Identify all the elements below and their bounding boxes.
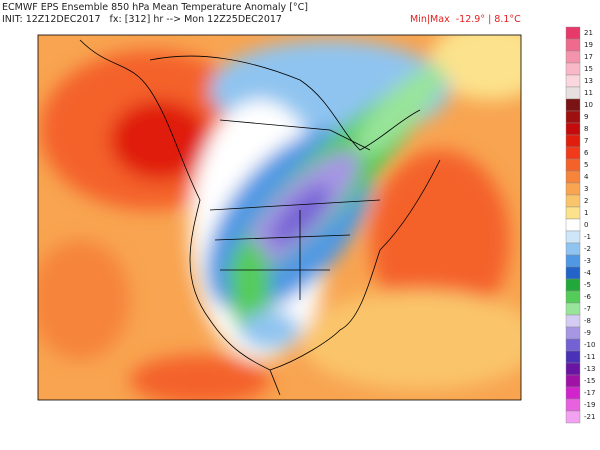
- legend-label: -19: [584, 401, 595, 409]
- legend-swatch: [565, 158, 581, 172]
- legend-label: -6: [584, 293, 592, 301]
- legend-label: -21: [584, 413, 595, 421]
- legend-swatch: [565, 326, 581, 340]
- init-info: INIT: 12Z12DEC2017 fx: [312] hr --> Mon …: [2, 14, 282, 25]
- legend-label: 4: [584, 173, 589, 181]
- coastlines: [79, 39, 441, 396]
- legend-label: 6: [584, 149, 589, 157]
- legend-label: -13: [584, 365, 595, 373]
- legend-label: -1: [584, 233, 591, 241]
- legend-swatch: [565, 170, 581, 184]
- legend-swatch: [565, 362, 581, 376]
- legend-swatch: [565, 218, 581, 232]
- legend-label: 3: [584, 185, 588, 193]
- legend-label: 10: [584, 101, 593, 109]
- legend-label: 13: [584, 77, 593, 85]
- map-title: ECMWF EPS Ensemble 850 hPa Mean Temperat…: [2, 2, 308, 13]
- legend-swatch: [565, 290, 581, 304]
- legend-label: 21: [584, 29, 593, 37]
- legend-label: 19: [584, 41, 593, 49]
- legend-swatch: [565, 26, 581, 40]
- legend-swatch: [565, 182, 581, 196]
- legend-label: 7: [584, 137, 588, 145]
- legend-label: 0: [584, 221, 588, 229]
- legend-swatch: [565, 86, 581, 100]
- legend-swatch: [565, 134, 581, 148]
- legend-label: -8: [584, 317, 591, 325]
- legend-swatch: [565, 314, 581, 328]
- legend-swatch: [565, 206, 581, 220]
- legend-swatch: [565, 122, 581, 136]
- legend-swatch: [565, 374, 581, 388]
- legend-swatch: [565, 194, 581, 208]
- legend-swatch: [565, 266, 581, 280]
- legend-swatch: [565, 98, 581, 112]
- legend-label: -9: [584, 329, 591, 337]
- legend-label: 8: [584, 125, 588, 133]
- legend-swatch: [565, 50, 581, 64]
- legend-swatch: [565, 302, 581, 316]
- legend-swatch: [565, 62, 581, 76]
- legend-label: -15: [584, 377, 595, 385]
- legend-swatch: [565, 74, 581, 88]
- legend-swatch: [565, 410, 581, 424]
- legend-swatch: [565, 386, 581, 400]
- min-max: Min|Max -12.9° | 8.1°C: [410, 14, 521, 25]
- map-frame: [37, 34, 522, 401]
- legend-label: 9: [584, 113, 588, 121]
- legend-label: 5: [584, 161, 588, 169]
- legend-label: -17: [584, 389, 595, 397]
- legend-swatch: [565, 146, 581, 160]
- legend-label: -4: [584, 269, 592, 277]
- legend-swatch: [565, 278, 581, 292]
- legend-label: 15: [584, 65, 593, 73]
- legend-label: -5: [584, 281, 591, 289]
- legend-label: 17: [584, 53, 593, 61]
- legend-swatch: [565, 254, 581, 268]
- legend-swatch: [565, 110, 581, 124]
- anomaly-field: [38, 35, 521, 400]
- legend-label: 11: [584, 89, 593, 97]
- legend-label: 1: [584, 209, 588, 217]
- legend-label: -10: [584, 341, 595, 349]
- legend-label: -7: [584, 305, 591, 313]
- legend-label: -2: [584, 245, 591, 253]
- legend-label: -3: [584, 257, 591, 265]
- legend-label: 2: [584, 197, 588, 205]
- legend-swatch: [565, 350, 581, 364]
- legend-swatch: [565, 338, 581, 352]
- legend-swatch: [565, 38, 581, 52]
- legend-swatch: [565, 230, 581, 244]
- legend-label: -11: [584, 353, 595, 361]
- legend-swatch: [565, 242, 581, 256]
- legend-swatch: [565, 398, 581, 412]
